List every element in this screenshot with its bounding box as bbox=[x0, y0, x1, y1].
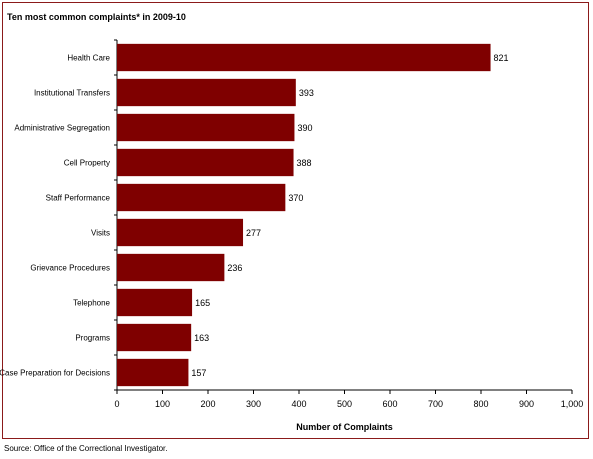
data-label: 236 bbox=[227, 263, 242, 273]
bar bbox=[117, 43, 491, 72]
bar bbox=[117, 183, 286, 212]
data-label: 277 bbox=[246, 228, 261, 238]
x-tick-label: 800 bbox=[473, 399, 488, 409]
x-tick-label: 900 bbox=[519, 399, 534, 409]
x-tick-label: 100 bbox=[155, 399, 170, 409]
category-label: Telephone bbox=[73, 299, 110, 308]
bar bbox=[117, 113, 295, 142]
category-label: Administrative Segregation bbox=[14, 124, 110, 133]
source-note: Source: Office of the Correctional Inves… bbox=[4, 444, 168, 453]
x-tick-label: 400 bbox=[291, 399, 306, 409]
category-label: Programs bbox=[75, 334, 110, 343]
data-label: 393 bbox=[299, 88, 314, 98]
x-tick-label: 200 bbox=[200, 399, 215, 409]
data-label: 390 bbox=[297, 123, 312, 133]
data-label: 157 bbox=[191, 368, 206, 378]
x-tick-label: 1,000 bbox=[561, 399, 584, 409]
bar bbox=[117, 218, 244, 247]
data-label: 388 bbox=[297, 158, 312, 168]
bar bbox=[117, 148, 294, 177]
category-label: Cell Property bbox=[64, 159, 110, 168]
x-tick-label: 600 bbox=[382, 399, 397, 409]
category-label: Staff Performance bbox=[46, 194, 111, 203]
data-label: 165 bbox=[195, 298, 210, 308]
category-label: Institutional Transfers bbox=[34, 89, 110, 98]
bar bbox=[117, 78, 296, 107]
bar-chart: Health Care 821 Institutional Transfers 393… bbox=[0, 39, 584, 432]
x-tick-label: 300 bbox=[246, 399, 261, 409]
data-label: 163 bbox=[194, 333, 209, 343]
data-label: 821 bbox=[494, 53, 509, 63]
category-label: Grievance Procedures bbox=[30, 264, 110, 273]
x-tick-label: 500 bbox=[337, 399, 352, 409]
bar bbox=[117, 288, 193, 317]
bar bbox=[117, 253, 225, 282]
bar bbox=[117, 323, 192, 352]
chart-frame bbox=[2, 2, 589, 439]
chart-title: Ten most common complaints* in 2009-10 bbox=[7, 12, 186, 22]
x-tick-label: 0 bbox=[114, 399, 119, 409]
category-label: Visits bbox=[91, 229, 110, 238]
bar bbox=[117, 358, 189, 387]
data-label: 370 bbox=[288, 193, 303, 203]
x-axis-title: Number of Complaints bbox=[296, 422, 393, 432]
category-label: Case Preparation for Decisions bbox=[0, 369, 110, 378]
x-tick-label: 700 bbox=[428, 399, 443, 409]
category-label: Health Care bbox=[67, 54, 110, 63]
